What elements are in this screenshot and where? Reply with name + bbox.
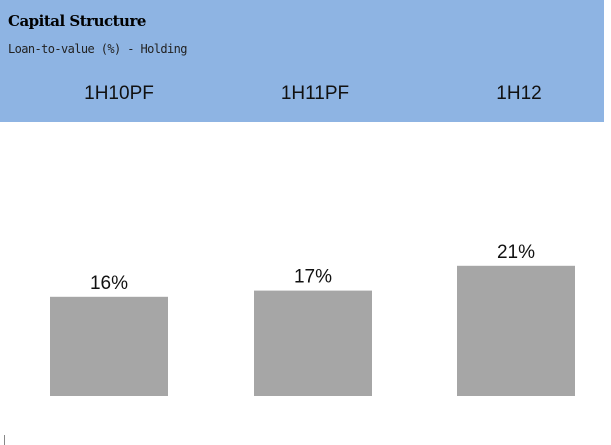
bar-1h11pf (254, 290, 372, 396)
value-label-1h12: 21% (497, 242, 535, 263)
bar-1h12 (457, 265, 575, 396)
chart-header: Capital Structure Loan-to-value (%) - Ho… (0, 0, 604, 122)
chart-title: Capital Structure (8, 12, 146, 30)
value-label-1h10pf: 16% (90, 273, 128, 294)
category-label-1h10pf: 1H10PF (84, 83, 154, 104)
category-label-1h12: 1H12 (496, 83, 542, 104)
chart-subtitle: Loan-to-value (%) - Holding (8, 42, 187, 56)
bar-chart: 16% 17% 21% (50, 242, 575, 396)
value-label-1h11pf: 17% (294, 267, 332, 288)
category-label-1h11pf: 1H11PF (280, 83, 350, 104)
axis-tick-mark (4, 435, 5, 445)
bar-1h10pf (50, 296, 168, 396)
